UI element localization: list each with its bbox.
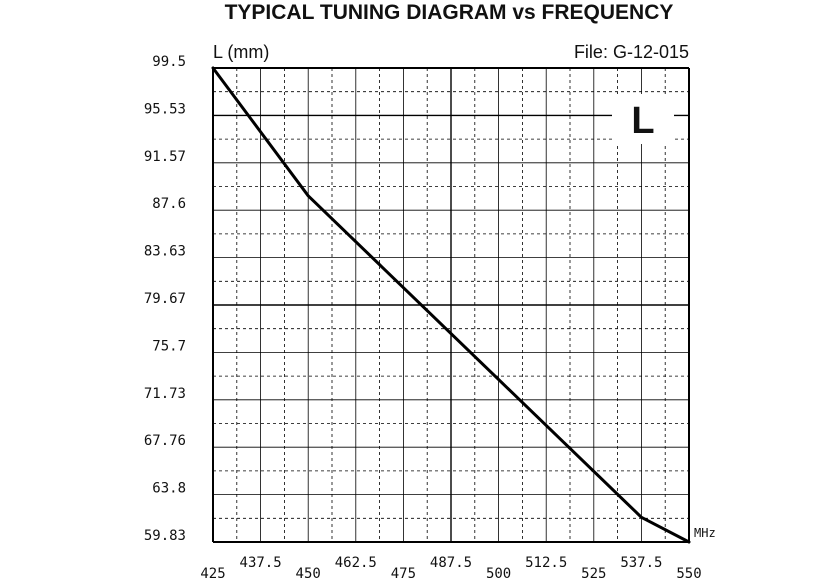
y-axis-ticks: 99.5 95.53 91.57 87.6 83.63 79.67 75.7 71.73 67.… [144,54,186,544]
x-axis-ticks: 425 450 475 500 525 550 437.5 462.5 487.5 512.5 53… [200,555,701,581]
x-tick-label-minor: 462.5 [335,555,377,571]
y-tick-label: 87.6 [152,196,186,212]
x-tick-label: 550 [676,566,701,581]
x-tick-label-minor: 537.5 [620,555,662,571]
grid [212,67,690,543]
x-tick-label: 475 [391,566,416,581]
x-tick-label-minor: 487.5 [430,555,472,571]
y-tick-label: 75.7 [152,338,186,354]
x-tick-label: 425 [200,566,225,581]
series-line [211,66,691,544]
y-tick-label: 95.53 [144,101,186,117]
series [211,66,691,544]
chart-title: TYPICAL TUNING DIAGRAM vs FREQUENCY [225,1,674,24]
y-tick-label: 91.57 [144,149,186,165]
y-tick-label: 99.5 [152,54,186,70]
file-label: File: G-12-015 [574,42,689,62]
x-tick-label-minor: 437.5 [240,555,282,571]
y-tick-label: 67.76 [144,433,186,449]
y-tick-label: 83.63 [144,244,186,260]
x-axis-unit: MHz [694,526,716,540]
y-tick-label: 63.8 [152,481,186,497]
x-tick-label: 525 [581,566,606,581]
y-axis-label: L (mm) [213,42,269,62]
y-tick-label: 71.73 [144,386,186,402]
y-tick-label: 79.67 [144,291,186,307]
x-tick-label-minor: 512.5 [525,555,567,571]
y-tick-label: 59.83 [144,528,186,544]
x-tick-label: 450 [296,566,321,581]
x-tick-label: 500 [486,566,511,581]
chart-badge-box [612,94,674,144]
chart-badge-letter: L [631,100,654,142]
